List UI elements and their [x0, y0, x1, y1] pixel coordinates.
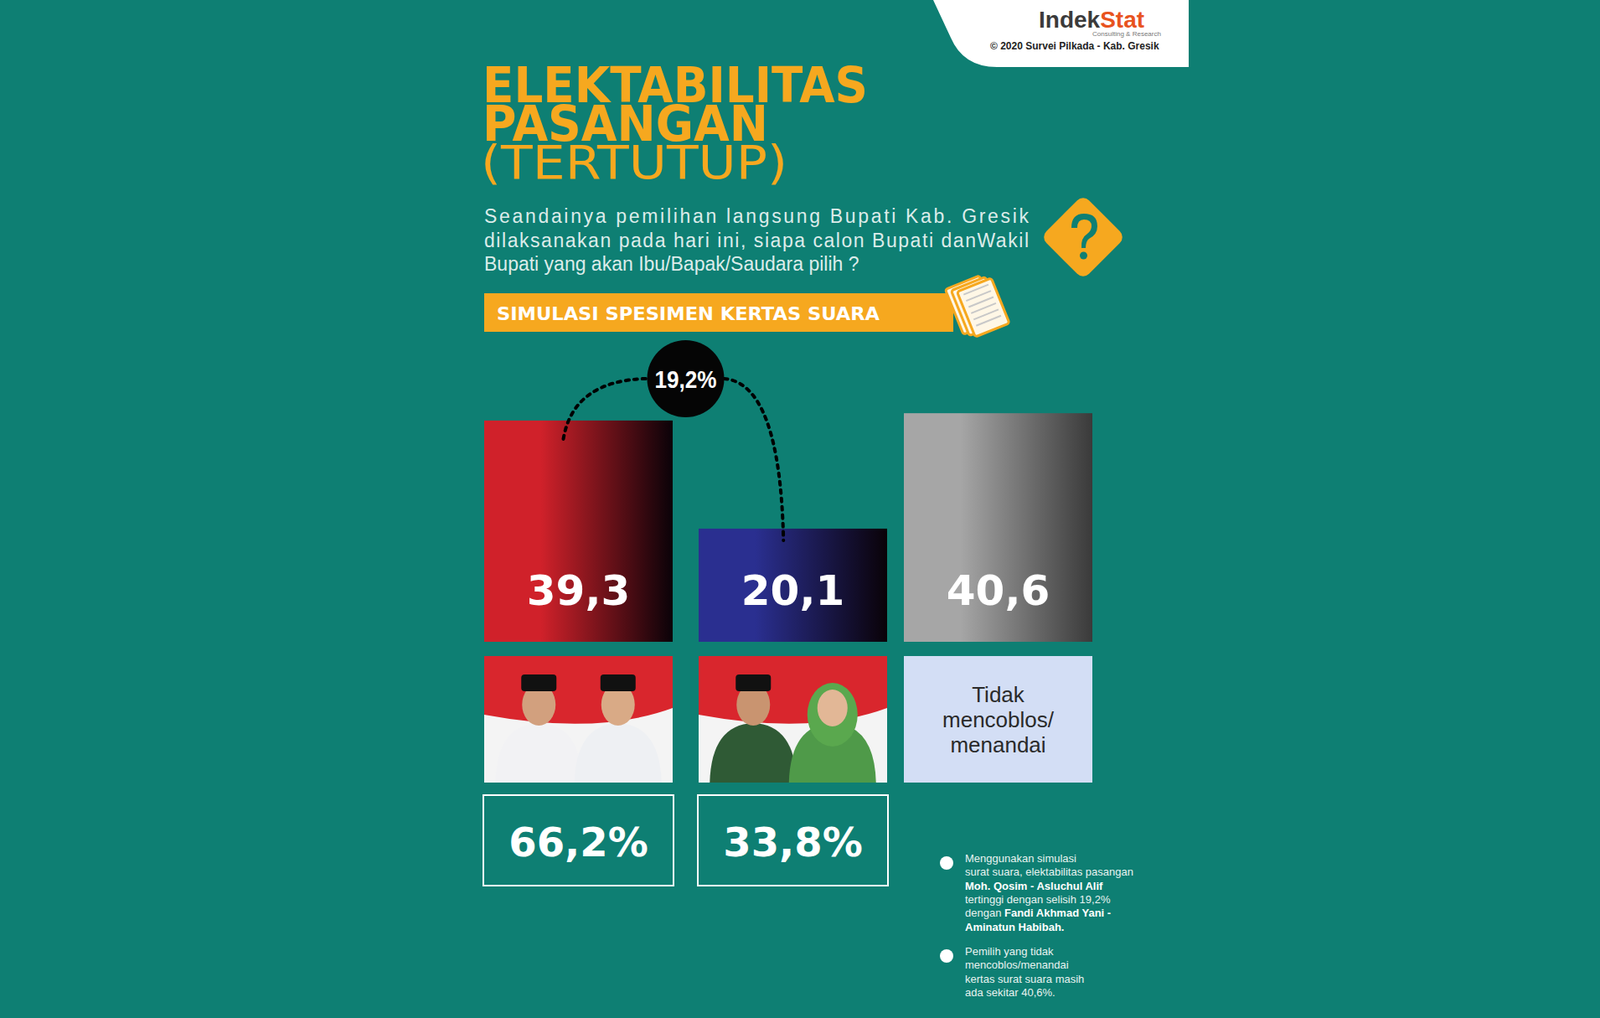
flag-red	[698, 655, 888, 724]
subtitle: (TERTUTUP)	[480, 134, 788, 190]
banner-box	[484, 293, 954, 332]
difference-circle	[647, 340, 725, 418]
note-run: Moh. Qosim - Asluchul Alif	[965, 879, 1104, 893]
data-label: 20,1	[741, 566, 845, 615]
logo-part: Stat	[1099, 6, 1145, 33]
banner: SIMULASI SPESIMEN KERTAS SUARA	[496, 304, 881, 325]
data-label: 40,6	[946, 566, 1050, 615]
photo	[484, 655, 673, 783]
paper	[956, 278, 1010, 337]
logo: IndekStat	[1038, 6, 1145, 33]
flag-white	[698, 655, 888, 783]
face	[817, 689, 848, 727]
note-run: Aminatun Habibah.	[965, 920, 1064, 934]
question-line: Seandainya pemilihan langsung Bupati Kab…	[484, 205, 1030, 228]
note-line: tertinggi dengan selisih 19,2%	[965, 892, 1111, 906]
peci	[735, 674, 771, 692]
category-label: Tidakmencoblos/menandai	[942, 681, 1055, 758]
source: © 2020 Survei Pilkada - Kab. Gresik	[990, 40, 1160, 52]
share-box	[697, 794, 888, 886]
note-run: dengan	[965, 906, 1005, 919]
note-line: dengan Fandi Akhmad Yani -	[965, 906, 1111, 919]
hijab	[807, 682, 858, 747]
bullet	[939, 856, 954, 870]
category-line: Tidak	[971, 681, 1026, 708]
body	[709, 722, 797, 783]
page: {"header": {"brand": ["Indek", "Stat"], …	[0, 0, 1600, 1018]
bullet	[939, 949, 954, 963]
note-line: surat suara, elektabilitas pasangan	[965, 865, 1134, 878]
connector	[724, 378, 785, 541]
data-label: 39,3	[526, 566, 630, 615]
bars	[484, 412, 1093, 642]
peci	[600, 674, 636, 692]
question-dot	[1079, 252, 1088, 260]
share-box	[483, 794, 674, 886]
infographic: IndekStatConsulting & Research © 2020 Sur…	[0, 0, 1600, 1018]
note-line: ada sekitar 40,6%.	[965, 985, 1056, 999]
note-line: Pemilih yang tidak	[965, 944, 1054, 958]
photo	[698, 655, 888, 783]
ballot-icon	[944, 271, 1010, 341]
logo-part: Indek	[1038, 6, 1101, 33]
body	[574, 722, 662, 783]
diamond	[1040, 194, 1126, 280]
difference-label: 19,2%	[655, 365, 718, 393]
background	[0, 0, 1600, 1018]
flag-red	[484, 655, 673, 724]
peci	[521, 674, 557, 692]
note-line: Menggunakan simulasi	[965, 851, 1077, 865]
share-label: 33,8%	[722, 818, 863, 866]
question-line: Bupati yang akan Ibu/Bapak/Saudara pilih…	[484, 252, 860, 275]
note-line: Aminatun Habibah.	[965, 920, 1064, 934]
bar	[698, 528, 888, 642]
category-box	[903, 655, 1093, 783]
note-line: kertas surat suara masih	[965, 972, 1084, 986]
category-line: menandai	[949, 732, 1046, 758]
question-icon	[1040, 194, 1126, 280]
note-line: Moh. Qosim - Asluchul Alif	[965, 879, 1104, 893]
bar	[903, 412, 1093, 642]
logo-panel	[933, 0, 1189, 68]
share-label: 66,2%	[508, 818, 649, 866]
bar	[484, 420, 673, 642]
note-run: Fandi Akhmad Yani -	[1004, 906, 1111, 919]
category-line: mencoblos/	[942, 707, 1055, 733]
body	[495, 722, 583, 783]
question-mark	[1071, 213, 1098, 248]
paper-line	[975, 315, 1002, 326]
question-line: dilaksanakan pada hari ini, siapa calon …	[484, 229, 1029, 252]
tagline: Consulting & Research	[1092, 30, 1162, 38]
connector	[563, 378, 648, 439]
note-line: mencoblos/menandai	[965, 958, 1069, 971]
flag-white	[484, 655, 673, 783]
